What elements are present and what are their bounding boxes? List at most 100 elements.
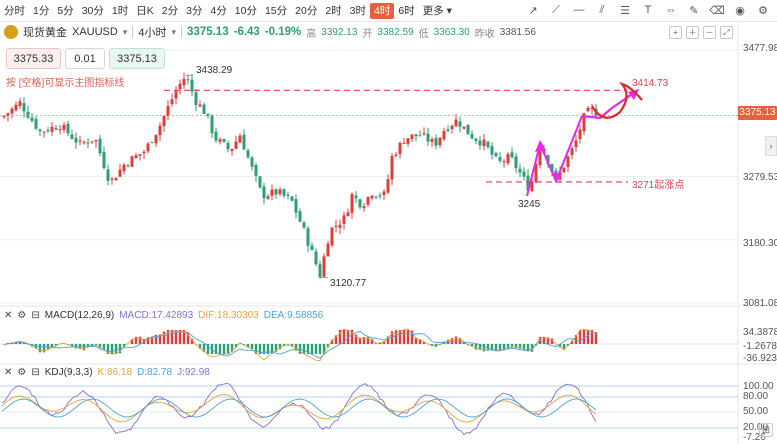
period-tab[interactable]: 4分 bbox=[210, 4, 227, 17]
period-tab[interactable]: 日K bbox=[136, 4, 154, 17]
macd-bar bbox=[334, 335, 338, 344]
candle-body bbox=[254, 164, 258, 176]
macd-bar bbox=[130, 339, 134, 344]
chevron-down-icon[interactable]: ▾ bbox=[122, 26, 128, 37]
zoom-in-icon[interactable]: ＋ bbox=[686, 26, 699, 39]
chevron-down-icon[interactable]: ▾ bbox=[171, 26, 177, 37]
zoom-out-icon[interactable]: － bbox=[703, 26, 716, 39]
macd-bar bbox=[346, 330, 350, 344]
macd-bar bbox=[582, 330, 586, 344]
text-icon[interactable]: T bbox=[644, 4, 652, 16]
period-tab[interactable]: 4时 bbox=[370, 2, 395, 19]
period-tab[interactable]: 1分 bbox=[33, 4, 50, 17]
period-tab[interactable]: 30分 bbox=[81, 4, 104, 17]
macd-bar bbox=[478, 344, 482, 350]
period-tab[interactable]: 2分 bbox=[161, 4, 179, 17]
period-tab[interactable]: 5分 bbox=[57, 4, 74, 17]
gear-icon[interactable]: ⚙ bbox=[758, 4, 768, 17]
candle-body bbox=[474, 138, 478, 141]
period-tab[interactable]: 2时 bbox=[325, 4, 342, 17]
candle-body bbox=[150, 142, 154, 144]
candle-body bbox=[546, 155, 550, 165]
macd-bar bbox=[174, 330, 178, 344]
macd-bar bbox=[254, 344, 258, 354]
projection-path bbox=[526, 115, 583, 197]
candle-body bbox=[394, 154, 398, 157]
arrow-head bbox=[535, 140, 546, 152]
timeframe-select[interactable]: 4小时 bbox=[138, 27, 167, 39]
chart-grid bbox=[0, 22, 777, 444]
period-tab[interactable]: 3时 bbox=[349, 4, 367, 17]
candle-body bbox=[338, 224, 342, 228]
horizontal-line-icon[interactable]: — bbox=[573, 4, 585, 16]
collapse-icon[interactable]: ⊟ bbox=[31, 367, 40, 378]
fullscreen-icon[interactable]: ⤢ bbox=[720, 26, 733, 39]
close-icon[interactable]: ✕ bbox=[4, 310, 13, 321]
settings-icon[interactable]: ✎ bbox=[689, 4, 699, 17]
macd-bar bbox=[202, 344, 206, 353]
candle-body bbox=[90, 141, 94, 143]
fibonacci-icon[interactable]: ☰ bbox=[620, 4, 630, 17]
macd-bar bbox=[310, 344, 314, 354]
macd-bar bbox=[170, 330, 174, 344]
candle-body bbox=[78, 140, 82, 142]
measure-icon[interactable]: ⇔ bbox=[665, 4, 677, 16]
parallel-icon[interactable]: ⫽ bbox=[599, 3, 605, 16]
collapse-panel-handle[interactable]: › bbox=[765, 136, 777, 156]
macd-bar bbox=[398, 330, 402, 344]
macd-bar bbox=[546, 337, 550, 344]
gear-icon[interactable]: ⚙ bbox=[17, 310, 27, 321]
candle-body bbox=[10, 108, 14, 114]
period-tab[interactable]: 1时 bbox=[111, 4, 129, 17]
candle-body bbox=[258, 176, 262, 188]
macd-axis-label: -36.92352 bbox=[743, 353, 777, 364]
eye-icon[interactable]: ◉ bbox=[735, 4, 745, 17]
period-tab[interactable]: 10分 bbox=[234, 4, 257, 17]
expand-icon[interactable]: ⊞ bbox=[759, 423, 773, 437]
macd-bar bbox=[258, 344, 262, 354]
macd-bar bbox=[230, 344, 234, 352]
period-tab[interactable]: 3分 bbox=[186, 4, 203, 17]
crosshair-icon[interactable]: + bbox=[669, 26, 682, 39]
delete-icon[interactable]: ⌫ bbox=[709, 4, 725, 17]
macd-bar bbox=[302, 344, 306, 354]
quantity-input[interactable]: 0.01 bbox=[65, 48, 105, 69]
period-tab[interactable]: 分时 bbox=[4, 4, 25, 17]
macd-bar bbox=[402, 330, 406, 344]
low-value: 3363.30 bbox=[433, 26, 470, 38]
collapse-icon[interactable]: ⊟ bbox=[31, 310, 40, 321]
macd-bar bbox=[482, 344, 486, 352]
trend-line-icon[interactable]: ↗ bbox=[528, 4, 538, 17]
candle-body bbox=[278, 189, 282, 195]
symbol-code[interactable]: XAUUSD bbox=[72, 26, 118, 38]
kdj-axis-label: 20.00 bbox=[743, 422, 769, 433]
gear-icon[interactable]: ⚙ bbox=[17, 367, 27, 378]
candle-body bbox=[226, 143, 230, 150]
macd-bar bbox=[526, 344, 530, 352]
kdj-axis-label: 100.00 bbox=[743, 381, 774, 392]
macd-bar bbox=[134, 336, 138, 344]
buy-price-button[interactable]: 3375.13 bbox=[109, 48, 165, 69]
period-tab[interactable]: 更多 ▾ bbox=[422, 4, 452, 17]
candle-body bbox=[510, 152, 514, 158]
candle-body bbox=[446, 129, 450, 131]
candle-body bbox=[426, 133, 430, 142]
sell-price-button[interactable]: 3375.33 bbox=[6, 48, 61, 69]
candle-body bbox=[466, 124, 470, 135]
period-tab[interactable]: 15分 bbox=[264, 4, 288, 17]
candle-body bbox=[246, 150, 250, 158]
macd-bar bbox=[322, 344, 326, 354]
close-icon[interactable]: ✕ bbox=[4, 367, 13, 378]
symbol-name[interactable]: 现货黄金 bbox=[23, 27, 67, 39]
period-tab[interactable]: 20分 bbox=[295, 4, 318, 17]
ray-icon[interactable]: ⟋ bbox=[552, 3, 560, 16]
candle-body bbox=[298, 211, 302, 222]
macd-bar bbox=[186, 332, 190, 344]
candle-body bbox=[262, 186, 266, 199]
axis-label: 3180.30 bbox=[743, 238, 777, 249]
macd-bar bbox=[190, 338, 194, 344]
macd-bar bbox=[542, 336, 546, 344]
period-tab[interactable]: 6时 bbox=[398, 4, 415, 17]
candle-body bbox=[390, 156, 394, 180]
